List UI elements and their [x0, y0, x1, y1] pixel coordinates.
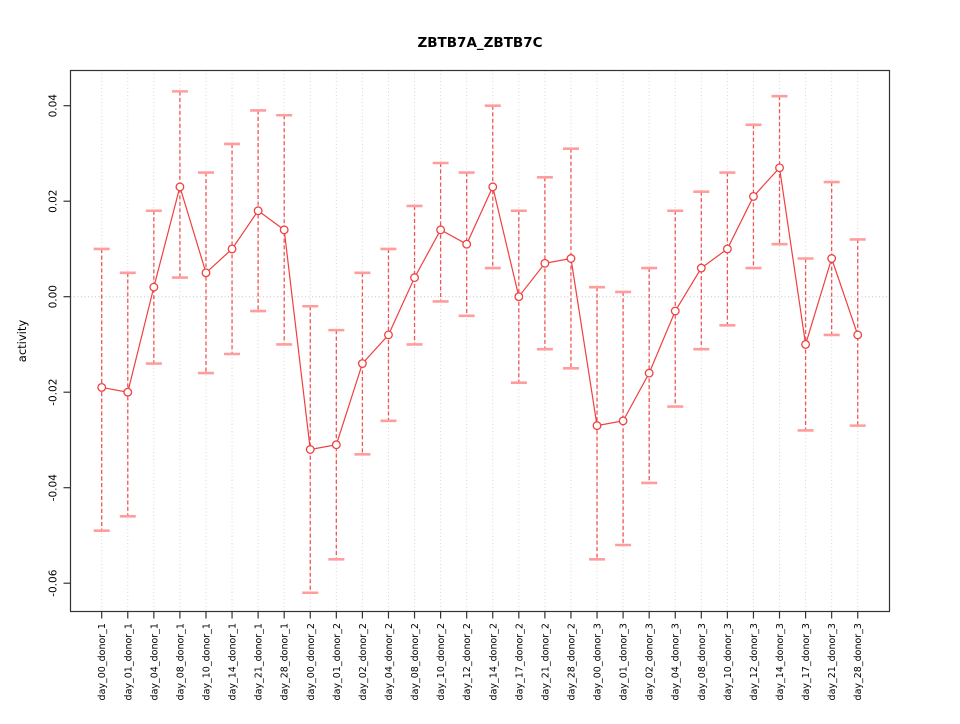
- data-point: [227, 244, 237, 254]
- x-tick-label: day_21_donor_1: [254, 623, 265, 700]
- x-tick-label: day_17_donor_3: [801, 623, 812, 700]
- data-point: [279, 225, 289, 235]
- data-point: [436, 225, 446, 235]
- data-point: [305, 445, 315, 454]
- data-point: [670, 306, 680, 316]
- data-point: [514, 292, 524, 302]
- y-axis-label: activity: [15, 320, 29, 363]
- x-tick-label: day_08_donor_2: [410, 623, 421, 700]
- data-point: [775, 163, 784, 173]
- x-tick-label: day_04_donor_3: [671, 623, 682, 700]
- x-tick-label: day_00_donor_2: [306, 623, 317, 700]
- data-point: [540, 258, 550, 268]
- data-point: [488, 182, 498, 192]
- x-tick-label: day_00_donor_1: [97, 623, 108, 700]
- plot-border: [69, 69, 891, 613]
- data-point: [827, 254, 837, 263]
- data-point: [566, 254, 576, 263]
- x-tick-label: day_28_donor_3: [853, 623, 864, 700]
- x-tick-label: day_12_donor_2: [462, 623, 473, 700]
- x-tick-label: day_10_donor_2: [436, 623, 447, 700]
- data-point: [384, 330, 393, 340]
- x-tick-label: day_14_donor_1: [228, 623, 239, 700]
- x-tick-label: day_28_donor_1: [280, 623, 291, 700]
- data-point: [462, 239, 472, 249]
- x-tick-label: day_17_donor_2: [514, 623, 525, 700]
- data-point: [201, 268, 211, 278]
- data-point: [749, 191, 758, 201]
- data-point: [410, 273, 419, 283]
- x-tick-label: day_21_donor_2: [540, 623, 551, 700]
- y-tick-label: -0.02: [48, 379, 60, 406]
- data-point: [123, 387, 133, 397]
- data-point: [175, 182, 185, 192]
- data-point: [357, 359, 367, 368]
- x-tick-label: day_00_donor_3: [593, 623, 604, 700]
- data-point: [253, 206, 263, 216]
- y-tick-label: 0.04: [48, 94, 60, 118]
- x-tick-label: day_01_donor_1: [123, 623, 134, 700]
- x-tick-label: day_10_donor_1: [201, 623, 212, 700]
- y-tick-label: -0.04: [48, 474, 60, 501]
- x-tick-label: day_08_donor_1: [175, 623, 186, 700]
- data-point: [722, 244, 732, 254]
- x-tick-label: day_01_donor_3: [619, 623, 630, 700]
- x-tick-label: day_01_donor_2: [332, 623, 343, 700]
- x-tick-label: day_28_donor_2: [566, 623, 577, 700]
- data-point: [331, 440, 341, 450]
- series-line: [101, 166, 859, 451]
- x-tick-label: day_08_donor_3: [697, 623, 708, 700]
- x-tick-label: day_14_donor_3: [775, 623, 786, 700]
- y-tick-label: 0.00: [48, 285, 60, 308]
- data-point: [618, 416, 628, 426]
- x-tick-label: day_14_donor_2: [488, 623, 499, 700]
- data-point: [644, 368, 654, 378]
- x-tick-label: day_12_donor_3: [749, 623, 760, 700]
- x-tick-label: day_02_donor_3: [645, 623, 656, 700]
- data-point: [696, 263, 706, 273]
- y-tick-label: -0.06: [48, 569, 60, 596]
- data-point: [592, 421, 602, 431]
- chart-title: ZBTB7A_ZBTB7C: [417, 35, 542, 51]
- data-point: [97, 382, 107, 392]
- x-tick-label: day_10_donor_3: [723, 623, 734, 700]
- y-tick-label: 0.02: [48, 190, 60, 213]
- plot-body: 0.04 0.02 0.00 -0.02 -0.04 -0.06 day_00_donor_…: [48, 69, 891, 700]
- data-point: [149, 282, 159, 292]
- data-point: [801, 340, 811, 349]
- x-tick-label: day_21_donor_3: [827, 623, 838, 700]
- x-tick-label: day_02_donor_2: [358, 623, 369, 700]
- x-tick-label: day_04_donor_1: [149, 623, 160, 700]
- x-tick-label: day_04_donor_2: [384, 623, 395, 700]
- data-point: [853, 330, 863, 340]
